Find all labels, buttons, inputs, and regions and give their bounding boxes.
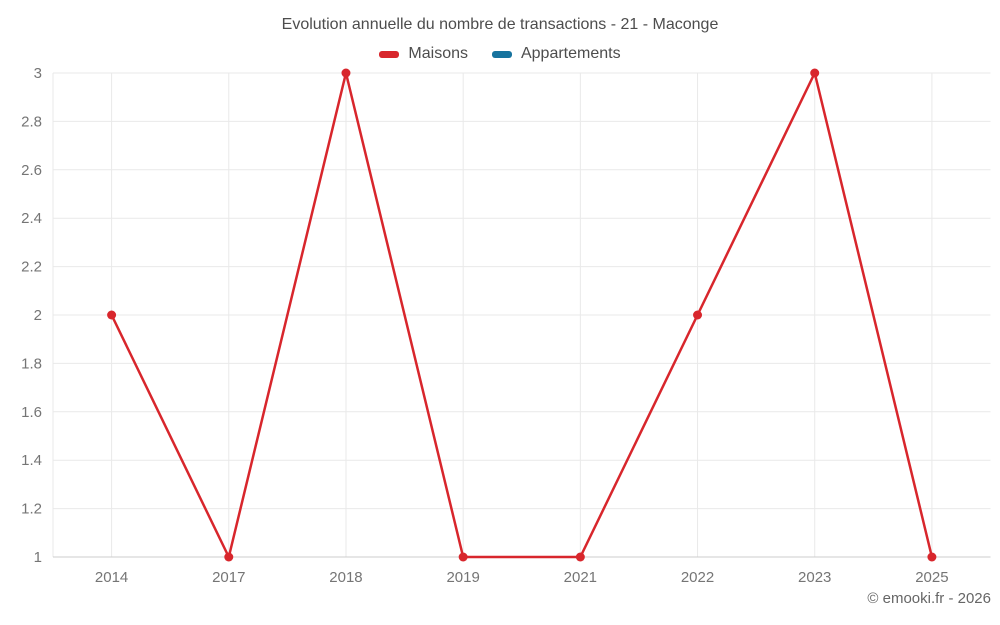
appartements-series-swatch-icon <box>491 50 512 58</box>
y-axis-tick-label: 2.4 <box>21 210 42 227</box>
data-point-maisons-2022[interactable] <box>693 310 703 320</box>
y-axis-tick-label: 1.2 <box>21 501 42 518</box>
x-axis-tick-label: 2014 <box>95 569 128 586</box>
data-point-maisons-2023[interactable] <box>810 68 820 78</box>
x-axis-tick-label: 2018 <box>329 569 362 586</box>
attribution-text: © emooki.fr - 2026 <box>867 590 991 607</box>
x-axis-tick-label: 2019 <box>446 569 479 586</box>
y-axis-tick-label: 2.8 <box>21 113 42 130</box>
chart-legend: Maisons Appartements <box>0 45 1000 63</box>
y-axis-tick-label: 1.6 <box>21 404 42 421</box>
legend-item-appartements[interactable]: Appartements <box>491 45 621 63</box>
x-axis-tick-label: 2022 <box>681 569 714 586</box>
x-axis-tick-label: 2021 <box>564 569 597 586</box>
series-line-maisons <box>110 71 934 559</box>
y-axis-tick-label: 3 <box>34 65 42 82</box>
legend-item-maisons[interactable]: Maisons <box>379 45 468 63</box>
x-axis-tick-label: 2023 <box>798 569 831 586</box>
maisons-series-swatch-icon <box>379 50 400 58</box>
data-point-maisons-2021[interactable] <box>575 552 585 562</box>
x-axis-tick-label: 2017 <box>212 569 245 586</box>
y-axis-tick-label: 2.2 <box>21 259 42 276</box>
data-point-maisons-2025[interactable] <box>927 552 937 562</box>
data-point-maisons-2017[interactable] <box>224 552 234 562</box>
legend-label-maisons: Maisons <box>408 45 468 62</box>
y-axis-tick-label: 1.8 <box>21 355 42 372</box>
y-axis-tick-label: 1 <box>34 549 42 566</box>
y-axis-tick-label: 2 <box>34 307 42 324</box>
legend-label-appartements: Appartements <box>520 45 621 62</box>
chart-title: Evolution annuelle du nombre de transact… <box>281 16 719 33</box>
data-point-maisons-2018[interactable] <box>341 68 351 78</box>
y-axis-tick-label: 2.6 <box>21 162 42 179</box>
y-axis-tick-label: 1.4 <box>21 452 42 469</box>
x-axis-tick-label: 2025 <box>915 569 948 586</box>
data-point-maisons-2019[interactable] <box>458 552 468 562</box>
data-point-maisons-2014[interactable] <box>107 310 117 320</box>
